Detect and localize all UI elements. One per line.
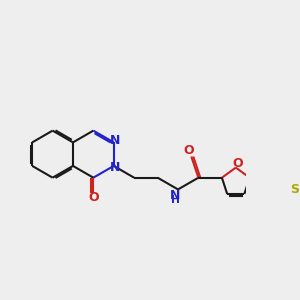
Text: S: S	[290, 183, 299, 196]
Text: O: O	[232, 157, 243, 170]
Text: O: O	[183, 145, 194, 158]
Text: N: N	[170, 189, 180, 202]
Text: N: N	[110, 134, 120, 147]
Text: O: O	[88, 191, 99, 204]
Text: H: H	[171, 195, 180, 205]
Text: N: N	[110, 161, 120, 174]
